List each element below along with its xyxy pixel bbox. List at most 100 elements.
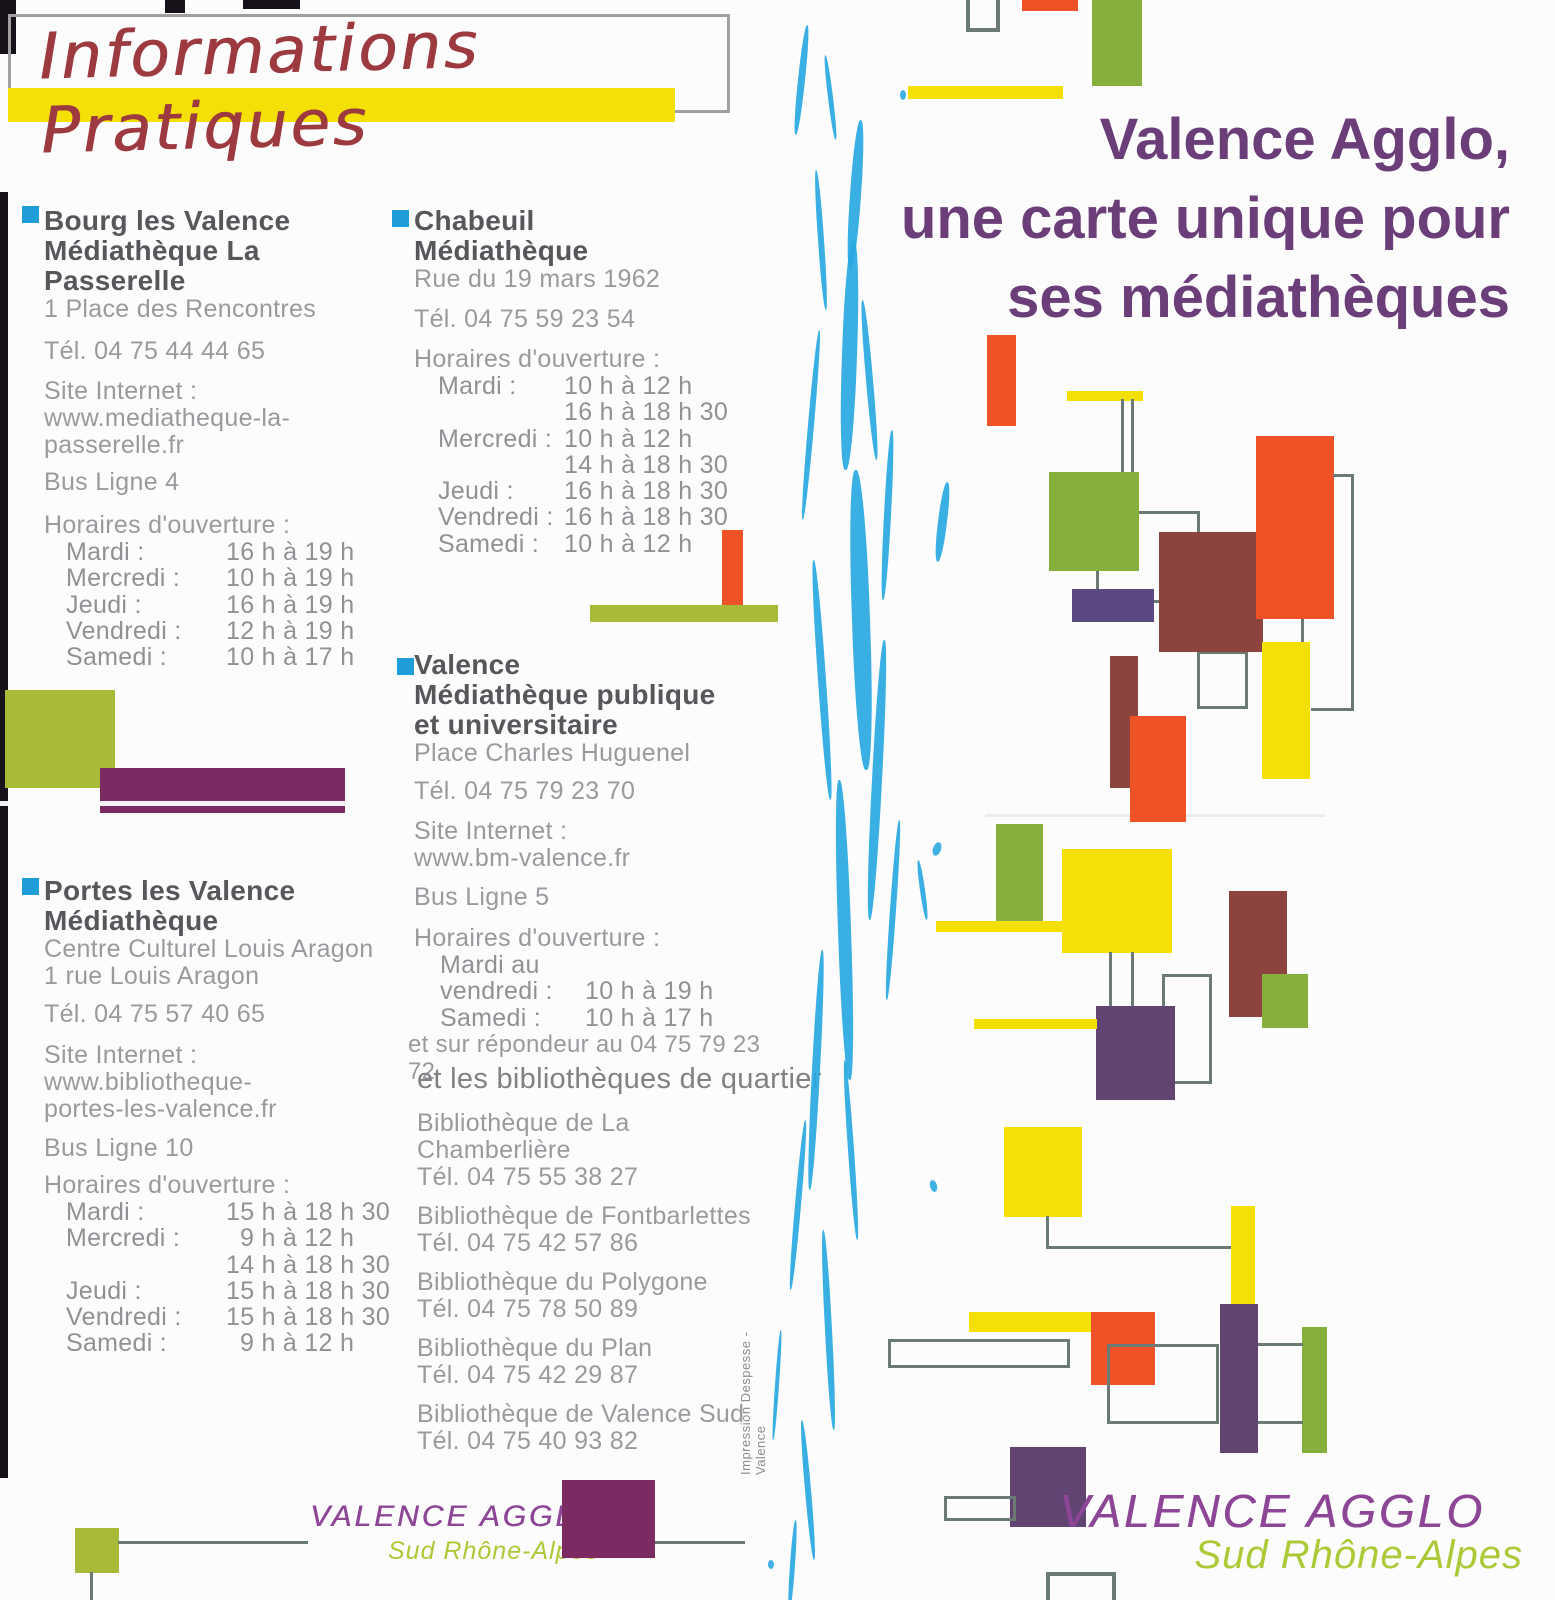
hours-label: Horaires d'ouverture :	[414, 345, 661, 373]
hours-row: Mardi :15 h à 18 h 30	[66, 1198, 391, 1226]
header-yellow-bar	[8, 88, 675, 122]
bus-line: Bus Ligne 5	[414, 883, 550, 911]
library-phone: Tél. 04 75 42 29 87	[417, 1361, 639, 1389]
paint-splatter-streak	[933, 481, 952, 563]
connector-line	[1333, 474, 1354, 477]
library-name: Bibliothèque de Valence Sud	[417, 1400, 745, 1428]
library-name: Médiathèque	[414, 235, 589, 266]
library-city: Valence	[414, 649, 521, 680]
website-label: Site Internet :	[414, 817, 568, 845]
hours-row: Mercredi :10 h à 19 h	[66, 564, 355, 593]
logo-connector-line	[90, 1572, 93, 1600]
hours-table: Mardi au vendredi :10 h à 19 h Samedi :1…	[414, 952, 762, 1031]
deco-violet-bar	[1072, 589, 1154, 622]
website-url: www.bibliotheque-	[44, 1068, 252, 1096]
deco-plum-square	[1010, 1447, 1086, 1527]
hours-row: Jeudi :15 h à 18 h 30	[66, 1276, 391, 1305]
hours-row: Samedi :9 h à 12 h	[66, 1329, 355, 1358]
deco-outline-bar	[944, 1496, 1016, 1521]
website-url: passerelle.fr	[44, 431, 185, 459]
title-line: ses médiathèques	[1007, 265, 1510, 330]
deco-yellow-bar	[974, 1019, 1097, 1029]
list-item: Bibliothèque du Polygone Tél. 04 75 78 5…	[417, 1269, 777, 1323]
hours-row: 14 h à 18 h 30	[564, 450, 729, 479]
hours-row: Vendredi :15 h à 18 h 30	[66, 1303, 391, 1332]
paint-splatter-streak	[787, 1120, 809, 1290]
deco-green-rect	[996, 824, 1043, 925]
deco-olive-square	[75, 1528, 119, 1573]
library-name: Bibliothèque de Fontbarlettes	[417, 1202, 751, 1230]
deco-green-rect	[1092, 0, 1142, 86]
deco-magenta-bar	[100, 768, 345, 813]
paint-splatter-streak	[809, 560, 835, 800]
deco-yellow-bar	[908, 86, 1063, 99]
deco-green-bar	[1302, 1327, 1327, 1453]
paint-splatter-dot	[928, 1179, 939, 1193]
hours-table: Mardi :16 h à 19 h Mercredi :10 h à 19 h…	[44, 539, 392, 671]
website-url: www.mediatheque-la-	[44, 404, 291, 432]
library-block-chabeuil: Chabeuil Médiathèque Rue du 19 mars 1962…	[414, 206, 762, 558]
paint-splatter-streak	[799, 330, 823, 520]
library-block-portes: Portes les Valence Médiathèque Centre Cu…	[44, 876, 392, 1357]
paint-splatter-dot	[768, 1560, 774, 1569]
connector-line	[1258, 1421, 1303, 1424]
hours-row: 14 h à 18 h 30	[226, 1250, 391, 1279]
deco-plum-square	[1096, 1006, 1175, 1100]
hours-row: Mardi au	[440, 951, 540, 979]
library-name: Médiathèque	[44, 905, 219, 936]
hours-row: 16 h à 18 h 30	[564, 398, 729, 427]
list-item: Bibliothèque de La Chamberlière Tél. 04 …	[417, 1110, 777, 1191]
deco-yellow-square	[1004, 1127, 1082, 1217]
deco-green-square	[1262, 974, 1308, 1028]
scan-edge-strip	[0, 192, 8, 1478]
connector-line	[1131, 952, 1134, 1008]
library-address: Centre Culturel Louis Aragon	[44, 935, 374, 963]
scan-top-mark	[243, 0, 300, 9]
paint-splatter-streak	[879, 429, 896, 601]
connector-line	[1351, 474, 1354, 711]
paint-splatter-streak	[915, 859, 930, 921]
hours-row: Vendredi :16 h à 18 h 30	[438, 503, 729, 532]
library-phone: Tél. 04 75 55 38 27	[417, 1163, 639, 1191]
library-phone: Tél. 04 75 44 44 65	[44, 337, 266, 365]
paint-splatter-streak	[798, 1420, 818, 1560]
deco-orange-bar	[1022, 0, 1078, 11]
connector-line	[1046, 1216, 1049, 1249]
paint-splatter-streak	[883, 820, 903, 1000]
page-title: Informations Pratiques	[38, 8, 481, 169]
hours-row: Mardi :10 h à 12 h	[438, 372, 693, 400]
paint-splatter-streak	[832, 779, 857, 1081]
deco-orange-rect	[1256, 436, 1334, 619]
deco-plum-bar	[1220, 1304, 1258, 1453]
deco-yellow-bar	[1067, 391, 1143, 401]
paint-splatter-streak	[841, 1060, 861, 1240]
paint-splatter-dot	[900, 90, 906, 100]
right-logo-subtitle: Sud Rhône-Alpes	[1194, 1533, 1523, 1577]
connector-line	[1139, 511, 1199, 514]
connector-line	[1131, 399, 1134, 475]
hours-row: Jeudi :16 h à 19 h	[66, 590, 355, 619]
logo-connector-line	[118, 1541, 308, 1544]
library-address: 1 rue Louis Aragon	[44, 962, 260, 990]
logo-connector-line	[655, 1541, 745, 1544]
hours-row: Vendredi :12 h à 19 h	[66, 616, 355, 645]
library-address: 1 Place des Rencontres	[44, 295, 317, 323]
library-phone: Tél. 04 75 78 50 89	[417, 1295, 639, 1323]
library-block-bourg: Bourg les Valence Médiathèque La Passere…	[44, 206, 392, 671]
library-name: Médiathèque publique	[414, 679, 716, 710]
website-url: www.bm-valence.fr	[414, 844, 631, 872]
hours-row: Samedi :10 h à 12 h	[438, 529, 693, 558]
library-block-valence: Valence Médiathèque publique et universi…	[408, 649, 762, 1085]
connector-line	[1109, 952, 1112, 1008]
deco-orange-bar	[722, 530, 743, 616]
hours-row: Mercredi :10 h à 12 h	[438, 424, 693, 453]
hours-table: Mardi :15 h à 18 h 30 Mercredi :9 h à 12…	[44, 1199, 392, 1357]
hours-label: Horaires d'ouverture :	[44, 1171, 291, 1199]
scan-top-mark	[165, 0, 185, 13]
library-address: Place Charles Huguenel	[414, 739, 691, 767]
library-name: Bibliothèque du Polygone	[417, 1268, 708, 1296]
quartier-list: Bibliothèque de La Chamberlière Tél. 04 …	[417, 1110, 777, 1467]
paint-splatter-streak	[792, 24, 811, 136]
answering-machine-note: et sur répondeur au 04 75 79 23 72	[408, 1030, 761, 1085]
deco-yellow-square	[1062, 849, 1172, 953]
